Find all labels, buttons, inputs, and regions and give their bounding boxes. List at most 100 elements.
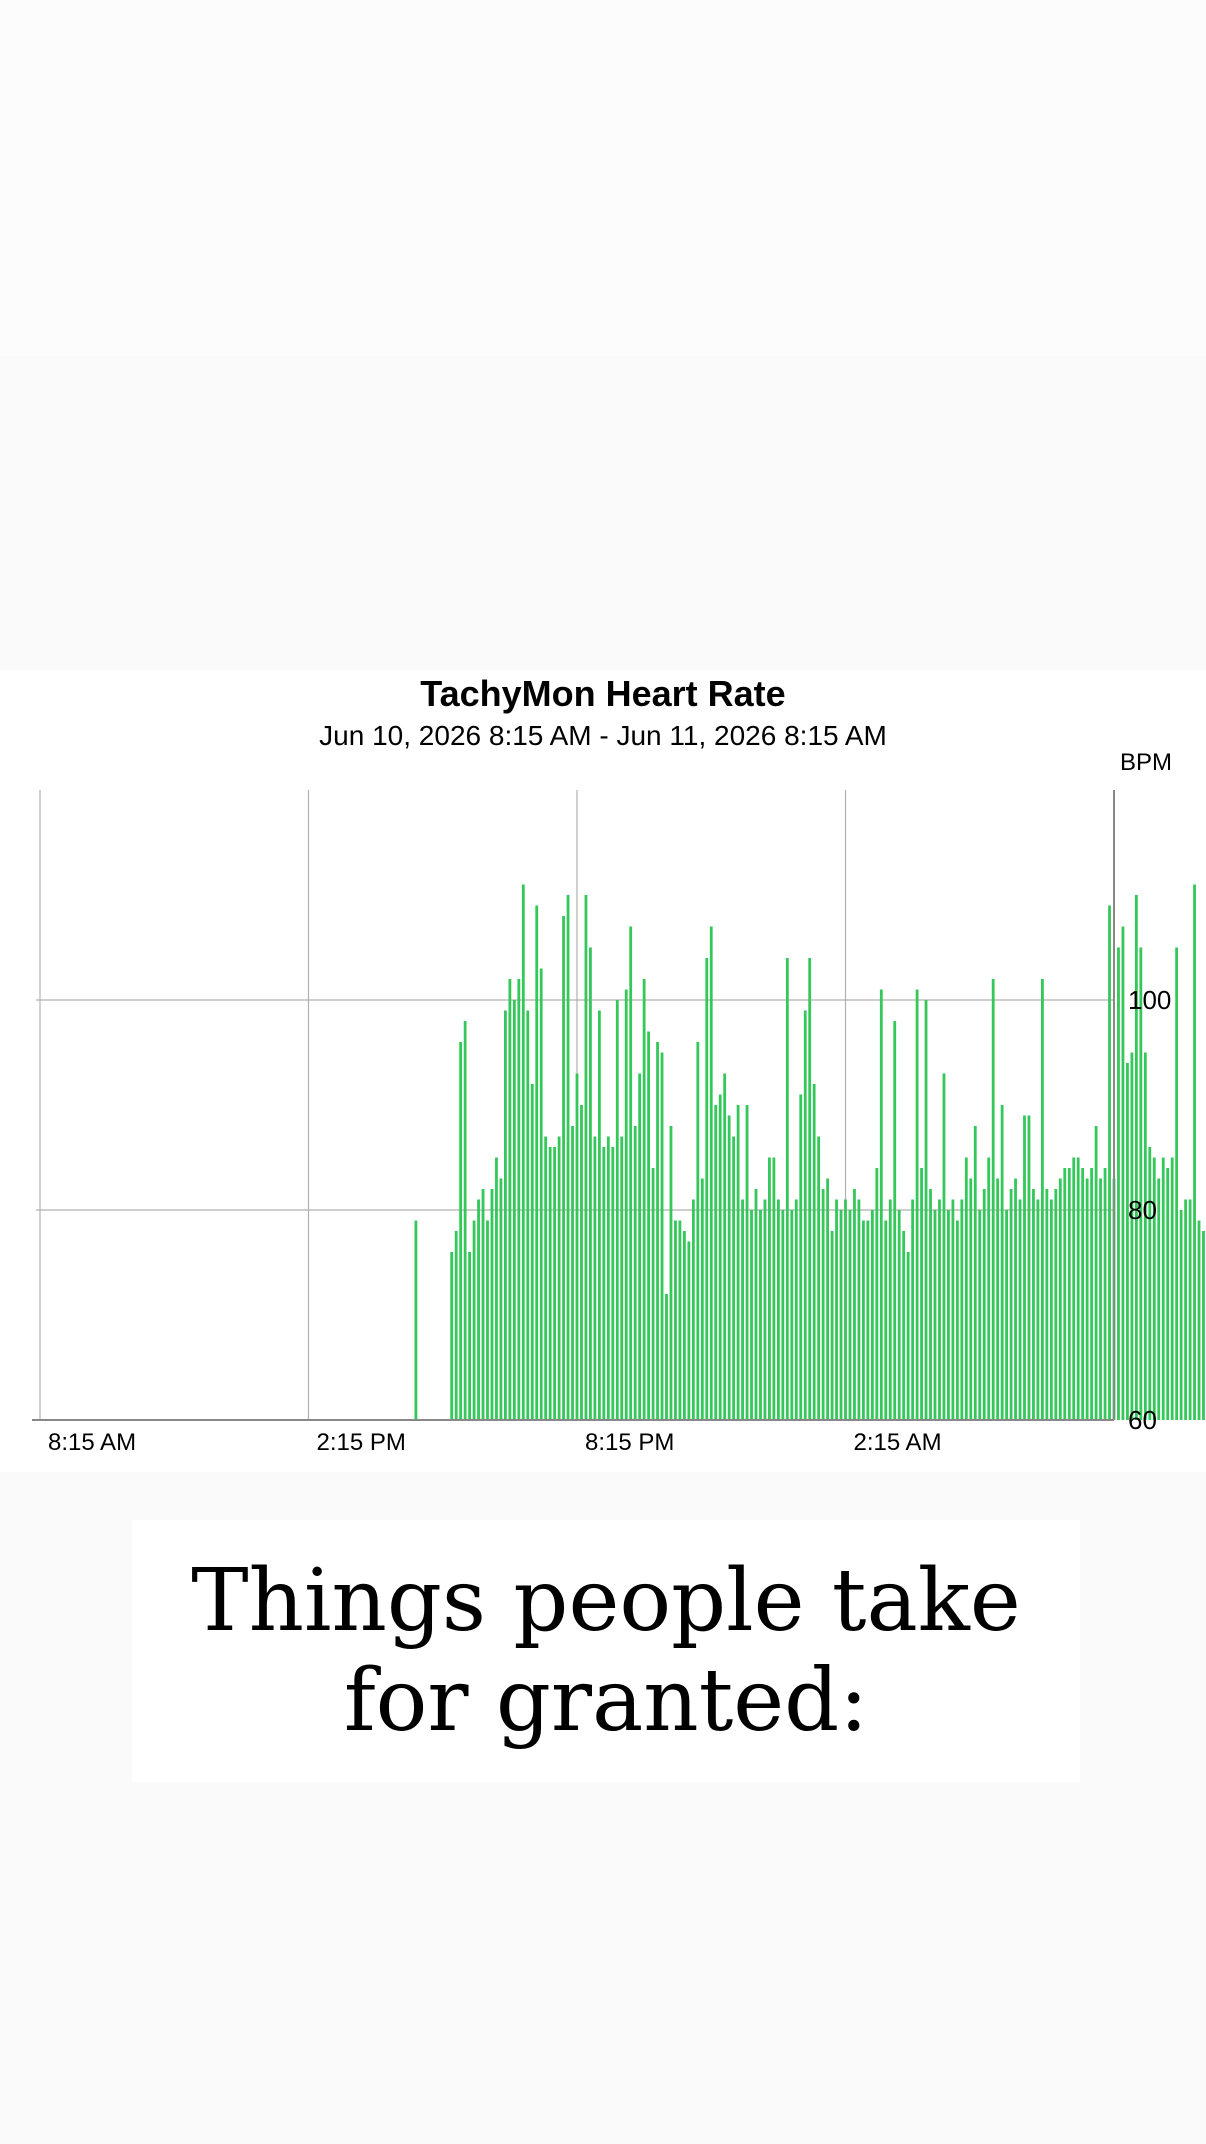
chart-title: TachyMon Heart Rate	[420, 673, 785, 714]
bar	[1032, 1189, 1035, 1420]
bar	[1161, 1157, 1165, 1420]
bar	[973, 1126, 977, 1420]
bar	[723, 1073, 727, 1420]
bar	[1197, 1220, 1201, 1420]
bar	[508, 979, 512, 1420]
bar	[964, 1157, 968, 1420]
bar	[1148, 1147, 1152, 1420]
bar	[1121, 926, 1125, 1420]
bar	[674, 1220, 677, 1420]
bar	[557, 1136, 561, 1420]
bar	[768, 1157, 771, 1420]
bar	[759, 1210, 762, 1420]
bar	[897, 1210, 901, 1420]
bar	[691, 1199, 695, 1420]
bar	[584, 895, 588, 1420]
bar	[544, 1136, 548, 1420]
caption-text: Things people take for granted:	[191, 1551, 1021, 1751]
heart-rate-chart-card: TachyMon Heart Rate Jun 10, 2026 8:15 AM…	[0, 670, 1206, 1472]
bar	[893, 1021, 897, 1420]
bar	[1099, 1178, 1102, 1420]
bar	[785, 958, 789, 1420]
bar	[754, 1189, 758, 1420]
bar	[960, 1199, 964, 1420]
bar	[571, 1126, 574, 1420]
bar	[593, 1136, 597, 1420]
x-tick-label-2: 8:15 PM	[585, 1429, 674, 1456]
bar	[1126, 1063, 1129, 1420]
bar	[647, 1031, 650, 1420]
bar	[870, 1210, 874, 1420]
bar	[477, 1199, 480, 1420]
bar	[714, 1105, 718, 1420]
bar	[553, 1147, 557, 1420]
bar	[853, 1189, 856, 1420]
bar	[1000, 1105, 1004, 1420]
bar	[459, 1042, 463, 1420]
bar	[781, 1210, 785, 1420]
bar	[656, 1042, 659, 1420]
bar	[521, 884, 525, 1420]
bar	[929, 1189, 932, 1420]
bar	[821, 1189, 825, 1420]
bar	[1143, 1052, 1147, 1420]
bar	[799, 1094, 803, 1420]
x-tick-label-0: 8:15 AM	[48, 1429, 136, 1456]
bar	[888, 1199, 892, 1420]
bar	[736, 1105, 740, 1420]
bar	[732, 1136, 736, 1420]
bar	[1179, 1210, 1183, 1420]
bar	[812, 1084, 816, 1420]
bar	[665, 1294, 668, 1420]
bar	[772, 1157, 776, 1420]
y-tick-label-60: 60	[1128, 1405, 1157, 1435]
bar	[884, 1220, 888, 1420]
bar	[911, 1199, 915, 1420]
bar	[1005, 1210, 1008, 1420]
bar	[1023, 1115, 1026, 1420]
bar	[548, 1147, 552, 1420]
bar	[450, 1252, 454, 1420]
bar	[1094, 1126, 1098, 1420]
bar	[951, 1199, 955, 1420]
bar	[1018, 1199, 1022, 1420]
top-band	[0, 0, 1206, 356]
bar	[472, 1220, 476, 1420]
bar	[857, 1199, 861, 1420]
bar	[879, 989, 883, 1420]
bar	[1103, 1168, 1107, 1420]
bar	[615, 1000, 619, 1420]
bar	[938, 1199, 941, 1420]
bar	[727, 1115, 731, 1420]
bar	[709, 926, 713, 1420]
bar	[763, 1199, 767, 1420]
bar	[660, 1052, 664, 1420]
bar	[741, 1199, 744, 1420]
bar	[504, 1010, 507, 1420]
bar	[933, 1210, 937, 1420]
bar	[955, 1220, 959, 1420]
bar	[535, 905, 539, 1420]
bar	[700, 1178, 704, 1420]
bar	[1152, 1157, 1156, 1420]
bar	[454, 1231, 458, 1420]
bar	[848, 1210, 852, 1420]
bar	[1134, 895, 1138, 1420]
bar	[1067, 1168, 1071, 1420]
chart-subtitle: Jun 10, 2026 8:15 AM - Jun 11, 2026 8:15…	[319, 720, 887, 751]
bar	[1049, 1199, 1053, 1420]
bar	[942, 1073, 946, 1420]
bar	[575, 1073, 579, 1420]
bar	[915, 989, 919, 1420]
bar	[996, 1178, 1000, 1420]
bar	[1139, 947, 1143, 1420]
y-tick-label-100: 100	[1128, 985, 1171, 1015]
bar	[1166, 1168, 1170, 1420]
bar	[808, 958, 812, 1420]
bar	[414, 1220, 418, 1420]
bar	[1081, 1168, 1085, 1420]
bar	[463, 1021, 467, 1420]
bar	[790, 1210, 794, 1420]
bars-group	[414, 884, 1205, 1420]
bar	[651, 1168, 655, 1420]
